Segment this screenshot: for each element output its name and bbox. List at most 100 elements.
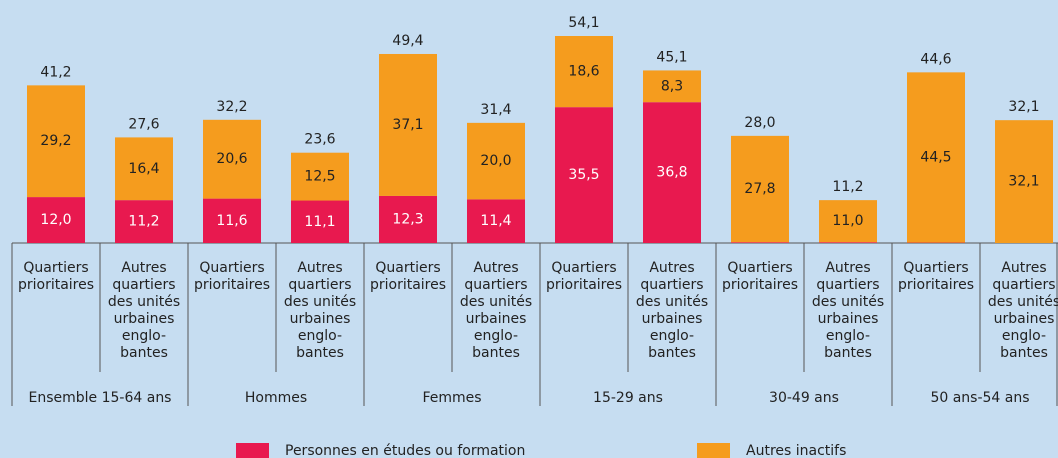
value-label: 20,0 (480, 153, 511, 169)
total-label: 27,6 (128, 116, 159, 132)
x-tick-label: Quartiers (551, 260, 616, 276)
group-label: Ensemble 15-64 ans (29, 390, 172, 406)
value-label: 29,2 (40, 133, 71, 149)
value-label: 35,5 (568, 167, 599, 183)
x-tick-label: quartiers (464, 277, 527, 293)
x-tick-label: urbaines (466, 311, 527, 327)
x-tick-label: Quartiers (23, 260, 88, 276)
value-label: 11,6 (216, 213, 247, 229)
group-label: 30-49 ans (769, 390, 839, 406)
bar-segment (555, 36, 613, 108)
value-label: 8,3 (661, 78, 683, 94)
x-tick-label: prioritaires (194, 277, 270, 293)
group-label: 15-29 ans (593, 390, 663, 406)
total-label: 45,1 (656, 49, 687, 65)
total-label: 31,4 (480, 102, 511, 118)
total-label: 28,0 (744, 115, 775, 131)
x-tick-label: des unités (284, 294, 356, 310)
x-tick-label: englo- (474, 328, 518, 344)
x-tick-label: quartiers (112, 277, 175, 293)
x-tick-label: englo- (298, 328, 342, 344)
value-label: 11,1 (304, 214, 335, 230)
value-label: 11,4 (480, 213, 511, 229)
bar-segment (291, 200, 349, 243)
value-label: 32,1 (1008, 174, 1039, 190)
bar-segment (643, 102, 701, 243)
total-label: 23,6 (304, 132, 335, 148)
x-tick-label: Autres (1001, 260, 1046, 276)
x-tick-label: bantes (648, 345, 696, 361)
bar-segment (731, 135, 789, 243)
x-tick-label: Autres (121, 260, 166, 276)
x-tick-label: Autres (297, 260, 342, 276)
x-tick-label: Quartiers (903, 260, 968, 276)
group-label: Femmes (422, 390, 481, 406)
x-tick-label: urbaines (818, 311, 879, 327)
value-label: 36,8 (656, 165, 687, 181)
x-tick-label: bantes (120, 345, 168, 361)
bar-segment (27, 85, 85, 198)
bar-segment (291, 152, 349, 201)
x-tick-label: des unités (988, 294, 1058, 310)
x-tick-label: bantes (472, 345, 520, 361)
x-tick-label: quartiers (816, 277, 879, 293)
x-tick-label: des unités (460, 294, 532, 310)
bar-segment (379, 53, 437, 196)
x-tick-label: englo- (826, 328, 870, 344)
value-label: 44,5 (920, 149, 951, 165)
value-label: 12,0 (40, 212, 71, 228)
total-label: 11,2 (832, 179, 863, 195)
value-label: 18,6 (568, 64, 599, 80)
x-tick-label: prioritaires (898, 277, 974, 293)
bar-segment (819, 200, 877, 243)
group-label: Hommes (245, 390, 307, 406)
value-label: 37,1 (392, 117, 423, 133)
bar-segment (819, 242, 877, 243)
total-label: 49,4 (392, 33, 423, 49)
total-label: 32,1 (1008, 99, 1039, 115)
group-label: 50 ans-54 ans (930, 390, 1029, 406)
x-tick-label: englo- (650, 328, 694, 344)
x-tick-label: des unités (636, 294, 708, 310)
legend-swatch (697, 443, 730, 458)
value-label: 11,0 (832, 213, 863, 229)
total-label: 32,2 (216, 99, 247, 115)
x-tick-label: prioritaires (18, 277, 94, 293)
x-tick-label: Quartiers (199, 260, 264, 276)
x-tick-label: Autres (649, 260, 694, 276)
value-label: 20,6 (216, 151, 247, 167)
x-tick-label: prioritaires (546, 277, 622, 293)
total-label: 54,1 (568, 15, 599, 31)
x-tick-label: prioritaires (370, 277, 446, 293)
value-label: 16,4 (128, 161, 159, 177)
legend-label: Personnes en études ou formation (285, 443, 525, 458)
x-tick-label: bantes (1000, 345, 1048, 361)
x-tick-label: quartiers (288, 277, 351, 293)
x-tick-label: urbaines (114, 311, 175, 327)
bar-segment (115, 137, 173, 201)
bar-segment (203, 119, 261, 199)
legend-swatch (236, 443, 269, 458)
x-tick-label: urbaines (994, 311, 1055, 327)
value-label: 11,2 (128, 214, 159, 230)
total-label: 41,2 (40, 64, 71, 80)
bar-segment (731, 242, 789, 243)
bar-segment (555, 107, 613, 243)
x-tick-label: des unités (108, 294, 180, 310)
value-label: 12,5 (304, 169, 335, 185)
total-label: 44,6 (920, 51, 951, 67)
x-tick-label: bantes (824, 345, 872, 361)
bar-segment (907, 72, 965, 243)
bar-segment (467, 122, 525, 200)
bar-segment (27, 197, 85, 243)
value-label: 12,3 (392, 211, 423, 227)
x-tick-label: des unités (812, 294, 884, 310)
bar-segment (995, 120, 1053, 243)
bar-segment (643, 70, 701, 103)
bar-segment (203, 198, 261, 243)
x-tick-label: urbaines (290, 311, 351, 327)
x-tick-label: Quartiers (375, 260, 440, 276)
x-tick-label: Quartiers (727, 260, 792, 276)
bar-segment (115, 200, 173, 243)
